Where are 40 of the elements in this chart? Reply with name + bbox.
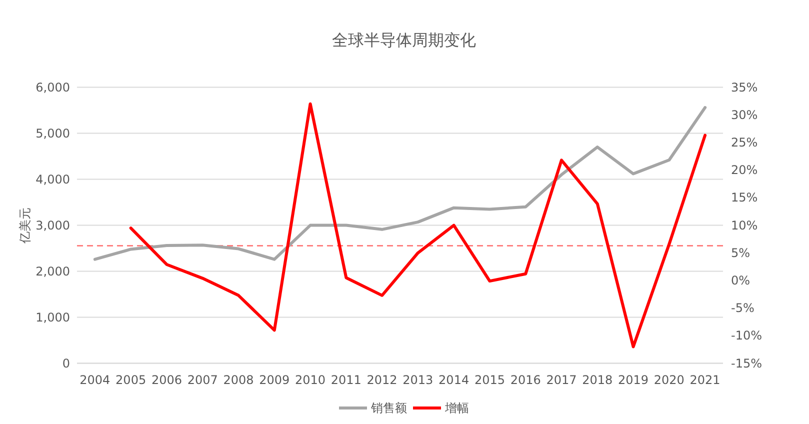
y-tick-label: 5,000 [36, 126, 70, 140]
y2-tick-label: -5% [731, 301, 754, 316]
y2-tick-label: 0% [731, 274, 750, 288]
legend-label: 增幅 [444, 401, 469, 415]
x-tick-label: 2018 [582, 373, 613, 387]
y2-tick-label: 10% [731, 218, 758, 232]
x-tick-label: 2010 [295, 373, 326, 387]
y2-tick-label: 15% [731, 190, 758, 205]
y2-tick-label: 30% [731, 108, 758, 122]
x-tick-label: 2013 [402, 373, 434, 387]
x-tick-label: 2014 [438, 373, 470, 387]
x-tick-label: 2004 [80, 373, 110, 387]
x-tick-label: 2015 [474, 373, 505, 387]
y-tick-label: 2,000 [36, 264, 70, 278]
y-tick-label: 3,000 [36, 218, 70, 232]
x-tick-label: 2019 [618, 373, 649, 387]
y-axis-title: 亿美元 [18, 207, 32, 244]
x-tick-label: 2020 [654, 373, 684, 387]
x-tick-label: 2007 [187, 373, 218, 387]
y2-tick-label: 35% [731, 80, 758, 94]
y2-tick-label: -15% [731, 356, 762, 370]
y2-tick-label: 25% [731, 136, 758, 150]
y-tick-label: 6,000 [36, 80, 70, 94]
chart-title: 全球半导体周期变化 [332, 30, 476, 50]
y-tick-label: 1,000 [36, 310, 70, 324]
x-tick-label: 2012 [366, 373, 398, 387]
legend-label: 销售额 [370, 401, 407, 415]
x-tick-label: 2005 [116, 373, 146, 387]
x-tick-label: 2011 [330, 373, 362, 387]
y2-tick-label: -10% [731, 328, 762, 343]
x-tick-label: 2009 [259, 373, 290, 387]
y-tick-label: 0 [62, 356, 70, 370]
y-tick-label: 4,000 [36, 172, 70, 186]
x-tick-label: 2021 [690, 373, 720, 387]
x-tick-label: 2006 [151, 373, 182, 387]
x-tick-label: 2008 [223, 373, 254, 387]
y2-tick-label: 5% [731, 246, 750, 260]
x-tick-label: 2016 [510, 373, 541, 387]
x-tick-label: 2017 [546, 373, 577, 387]
y2-tick-label: 20% [731, 163, 758, 178]
